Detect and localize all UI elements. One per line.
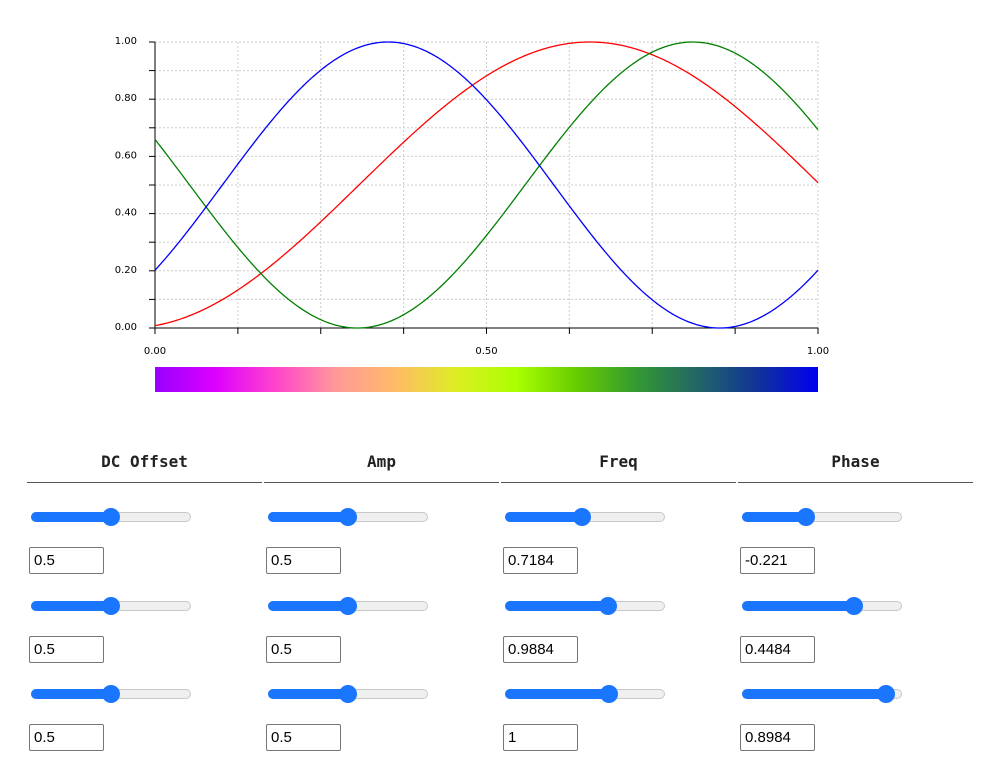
slider-fill <box>505 600 611 611</box>
dc-offset-input[interactable] <box>29 635 104 663</box>
slider-fill <box>505 689 612 699</box>
y-tick-label: 0.00 <box>115 322 137 333</box>
dc-offset-input[interactable] <box>29 547 104 574</box>
amp-row-2 <box>264 572 501 663</box>
freq-input[interactable] <box>503 724 578 751</box>
y-tick-label: 0.40 <box>115 208 137 219</box>
slider-thumb[interactable] <box>102 508 120 526</box>
freq-slider[interactable] <box>505 596 665 615</box>
slider-thumb[interactable] <box>598 596 617 615</box>
phase-input[interactable] <box>740 547 815 574</box>
slider-thumb[interactable] <box>599 685 618 703</box>
slider-thumb[interactable] <box>339 508 357 526</box>
slider-fill <box>268 689 348 699</box>
y-tick-label: 0.80 <box>115 93 137 104</box>
header-amp: Amp <box>264 440 499 483</box>
phase-slider[interactable] <box>742 685 902 703</box>
slider-fill <box>742 600 858 611</box>
colorbar-rect <box>155 367 818 392</box>
slider-fill <box>505 512 582 522</box>
x-tick-label: 0.00 <box>144 346 166 357</box>
y-tick-label: 0.20 <box>115 265 137 276</box>
phase-row-3 <box>738 660 975 751</box>
slider-fill <box>742 689 894 699</box>
amp-input[interactable] <box>266 635 341 663</box>
dc-offset-input[interactable] <box>29 724 104 751</box>
column-phase: Phase <box>738 440 975 751</box>
slider-fill <box>268 600 348 611</box>
slider-fill <box>742 512 805 522</box>
phase-slider[interactable] <box>742 508 902 526</box>
amp-row-3 <box>264 660 501 751</box>
dc-offset-row-3 <box>27 660 264 751</box>
amp-slider[interactable] <box>268 508 428 526</box>
amp-slider[interactable] <box>268 596 428 615</box>
freq-row-1 <box>501 483 738 574</box>
x-tick-label: 1.00 <box>807 346 829 357</box>
column-dc-offset: DC Offset <box>27 440 264 751</box>
phase-input[interactable] <box>740 635 815 663</box>
dc-offset-row-1 <box>27 483 264 574</box>
parameter-controls: DC Offset Amp Freq Phase <box>27 440 975 751</box>
dc-offset-slider[interactable] <box>31 596 191 615</box>
freq-slider[interactable] <box>505 508 665 526</box>
freq-row-3 <box>501 660 738 751</box>
slider-fill <box>31 689 111 699</box>
header-freq: Freq <box>501 440 736 483</box>
y-tick-label: 1.00 <box>115 36 137 47</box>
x-tick-label: 0.50 <box>475 346 497 357</box>
header-dc-offset: DC Offset <box>27 440 262 483</box>
color-scale-bar <box>155 367 818 392</box>
phase-row-1 <box>738 483 975 574</box>
y-tick-label: 0.60 <box>115 150 137 161</box>
freq-input[interactable] <box>503 635 578 663</box>
column-freq: Freq <box>501 440 738 751</box>
freq-slider[interactable] <box>505 685 665 703</box>
dc-offset-slider[interactable] <box>31 508 191 526</box>
slider-thumb[interactable] <box>797 508 816 526</box>
phase-input[interactable] <box>740 724 815 751</box>
chart-series <box>154 41 819 329</box>
freq-row-2 <box>501 572 738 663</box>
slider-thumb[interactable] <box>573 508 591 526</box>
slider-thumb[interactable] <box>102 596 120 615</box>
column-amp: Amp <box>264 440 501 751</box>
series-line-1 <box>154 41 819 327</box>
amp-row-1 <box>264 483 501 574</box>
series-line-2 <box>154 41 819 329</box>
slider-thumb[interactable] <box>844 596 863 615</box>
slider-thumb[interactable] <box>876 685 895 703</box>
line-chart: 0.00 0.50 1.00 0.00 0.20 0.40 0.60 0.80 1.00 <box>115 36 829 392</box>
slider-thumb[interactable] <box>102 685 120 703</box>
slider-thumb[interactable] <box>339 685 357 703</box>
dc-offset-slider[interactable] <box>31 685 191 703</box>
slider-fill <box>31 600 111 611</box>
slider-fill <box>268 512 348 522</box>
slider-fill <box>31 512 111 522</box>
dc-offset-row-2 <box>27 572 264 663</box>
amp-slider[interactable] <box>268 685 428 703</box>
chart-axes: 0.00 0.50 1.00 0.00 0.20 0.40 0.60 0.80 1.00 <box>115 36 829 357</box>
series-line-3 <box>154 41 819 329</box>
freq-input[interactable] <box>503 547 578 574</box>
amp-input[interactable] <box>266 724 341 751</box>
phase-slider[interactable] <box>742 596 902 615</box>
slider-thumb[interactable] <box>339 596 357 615</box>
phase-row-2 <box>738 572 975 663</box>
chart-grid <box>154 41 819 329</box>
amp-input[interactable] <box>266 547 341 574</box>
header-phase: Phase <box>738 440 973 483</box>
